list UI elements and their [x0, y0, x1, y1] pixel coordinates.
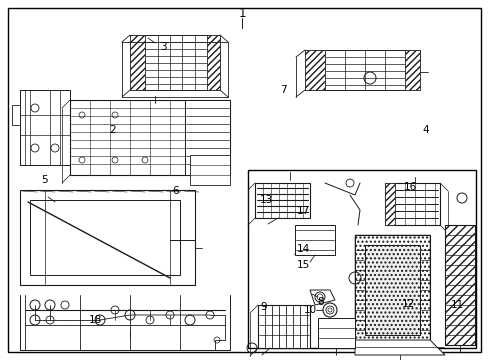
Text: 10: 10	[304, 305, 316, 315]
Polygon shape	[384, 183, 439, 225]
Polygon shape	[294, 225, 334, 255]
Polygon shape	[354, 340, 444, 355]
Polygon shape	[70, 100, 229, 175]
Bar	[247, 170, 475, 348]
Text: 13: 13	[259, 195, 273, 205]
Polygon shape	[305, 50, 325, 90]
Circle shape	[323, 303, 336, 317]
Text: 12: 12	[401, 299, 414, 309]
Text: 9: 9	[260, 302, 267, 312]
Polygon shape	[404, 50, 419, 90]
Polygon shape	[354, 235, 429, 345]
Polygon shape	[206, 35, 220, 90]
Text: 8: 8	[316, 297, 323, 307]
Text: 6: 6	[172, 186, 179, 196]
Polygon shape	[384, 183, 394, 225]
Polygon shape	[20, 190, 195, 285]
Text: 14: 14	[296, 244, 309, 254]
Polygon shape	[254, 183, 309, 218]
Polygon shape	[20, 90, 70, 165]
Text: 18: 18	[88, 315, 102, 325]
Polygon shape	[444, 225, 474, 345]
Text: 3: 3	[160, 42, 167, 52]
Text: 17: 17	[296, 206, 309, 216]
Polygon shape	[317, 318, 354, 348]
Polygon shape	[305, 50, 419, 90]
Polygon shape	[309, 290, 334, 305]
Text: 7: 7	[280, 85, 286, 95]
Polygon shape	[364, 245, 419, 335]
Polygon shape	[258, 305, 309, 348]
Polygon shape	[190, 155, 229, 185]
Polygon shape	[184, 100, 229, 175]
Text: 5: 5	[41, 175, 47, 185]
Text: 11: 11	[449, 300, 463, 310]
Polygon shape	[130, 35, 145, 90]
Polygon shape	[130, 35, 220, 90]
Text: 1: 1	[238, 7, 245, 20]
Text: 2: 2	[109, 125, 116, 135]
Text: 16: 16	[403, 182, 417, 192]
Bar	[30, 200, 180, 275]
Text: 15: 15	[296, 260, 309, 270]
Text: 4: 4	[421, 125, 428, 135]
